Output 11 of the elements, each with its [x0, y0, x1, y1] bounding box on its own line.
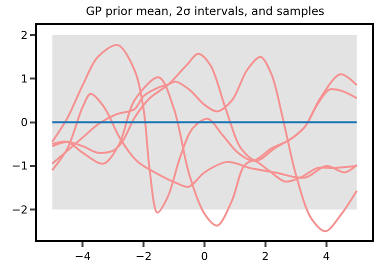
y-tick-label: 0: [20, 116, 28, 130]
y-tick-label: 2: [20, 28, 28, 42]
x-tick-label: −2: [135, 250, 152, 264]
x-tick-label: 4: [322, 250, 330, 264]
x-tick-label: −4: [74, 250, 91, 264]
y-tick-label: −2: [12, 203, 28, 216]
x-tick-label: 0: [201, 250, 208, 264]
y-tick-label: 1: [20, 72, 28, 86]
x-tick-label: 2: [262, 250, 269, 264]
chart-title: GP prior mean, 2σ intervals, and samples: [86, 4, 324, 18]
y-tick-label: −1: [12, 160, 28, 173]
